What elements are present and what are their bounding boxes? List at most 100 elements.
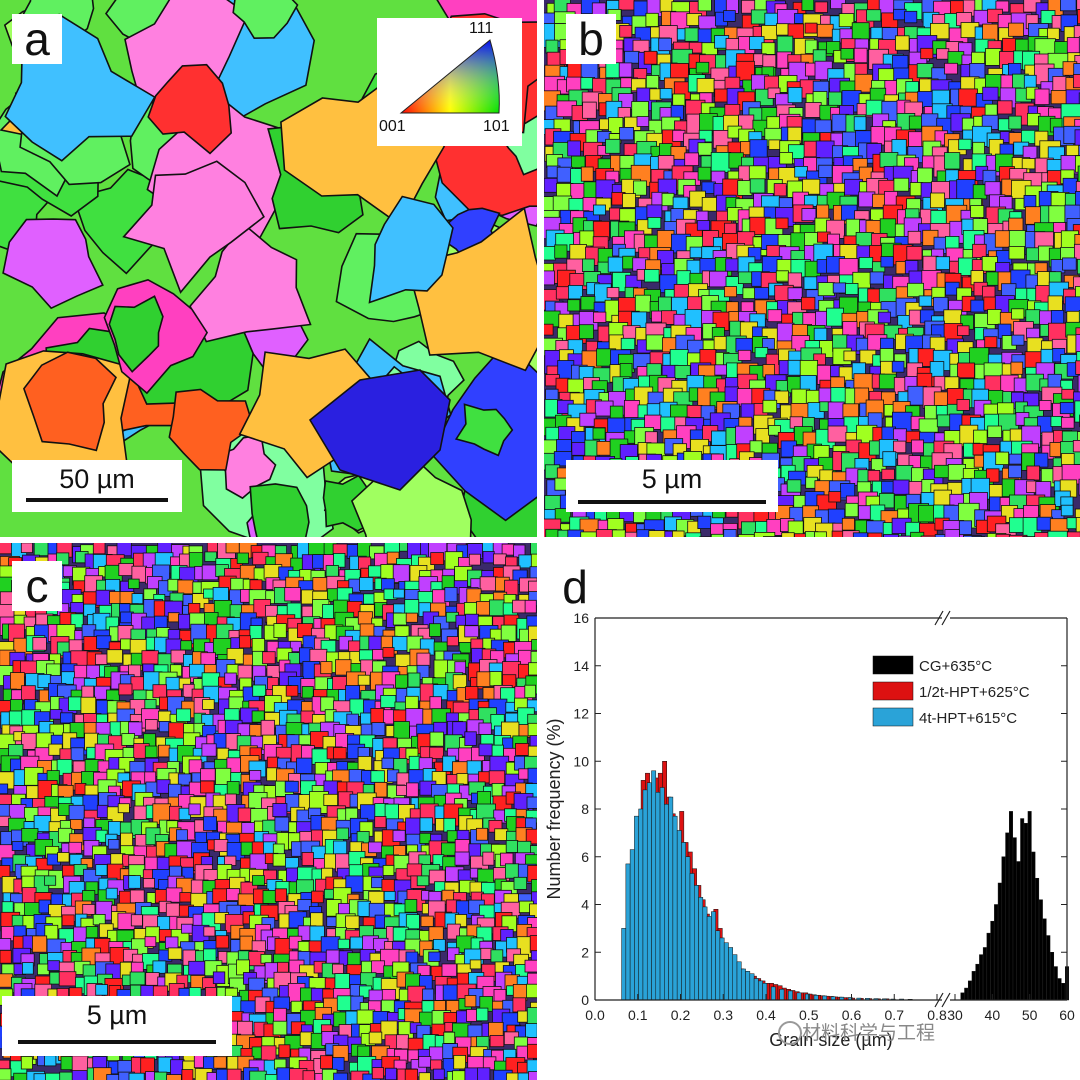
- grain-cell: [1050, 90, 1068, 105]
- grain-cell: [842, 321, 858, 337]
- grain-cell: [58, 971, 77, 987]
- scale-bar-label-a: 50 µm: [59, 464, 135, 494]
- grain-cell: [567, 284, 583, 300]
- grain-cell: [382, 864, 395, 876]
- grain-cell: [636, 116, 650, 127]
- grain-cell: [284, 587, 302, 602]
- grain-cell: [167, 947, 183, 960]
- grain-cell: [1010, 361, 1024, 375]
- grain-cell: [374, 816, 387, 829]
- grain-cell: [1078, 144, 1080, 161]
- grain-cell: [381, 988, 396, 1001]
- histogram-bar: [986, 932, 991, 1001]
- grain-cell: [672, 129, 686, 142]
- grain-cell: [818, 164, 833, 178]
- y-tick-label: 16: [573, 610, 589, 626]
- grain-cell: [491, 744, 504, 757]
- grain-cell: [906, 245, 923, 261]
- histogram-bar: [736, 961, 742, 1001]
- grain-cell: [530, 950, 537, 965]
- x-tick-label: 0.0: [585, 1007, 605, 1023]
- grain-cell: [515, 742, 530, 756]
- grain-cell: [92, 913, 106, 926]
- grain-cell: [528, 1071, 537, 1080]
- grain-cell: [945, 235, 960, 250]
- grain-cell: [570, 155, 586, 169]
- grain-cell: [0, 783, 9, 795]
- grain-region: [350, 449, 473, 537]
- grain-cell: [0, 1068, 12, 1080]
- grain-cell: [310, 912, 324, 928]
- histogram-bar: [994, 904, 999, 1001]
- grain-cell: [969, 63, 986, 79]
- grain-cell: [944, 62, 958, 75]
- histogram-bar: [1046, 935, 1051, 1001]
- grain-cell: [644, 269, 660, 283]
- grain-cell: [0, 793, 14, 807]
- grain-cell: [753, 532, 776, 537]
- grain-cell: [527, 767, 537, 785]
- grain-region: [108, 295, 164, 373]
- grain-cell: [393, 588, 405, 599]
- grain-cell: [671, 530, 685, 537]
- grain-cell: [482, 551, 495, 564]
- grain-cell: [203, 926, 216, 937]
- grain-region: [189, 223, 312, 343]
- grain-cell: [985, 271, 999, 286]
- grain-cell: [697, 515, 712, 530]
- grain-cell: [345, 915, 360, 929]
- grain-cell: [619, 24, 633, 38]
- grain-cell: [910, 531, 925, 537]
- grain-cell: [469, 959, 482, 970]
- grain-region: [368, 195, 454, 304]
- grain-cell: [956, 399, 970, 411]
- legend-label: 4t-HPT+615°C: [919, 710, 1017, 727]
- ipf-label-101: 101: [483, 118, 510, 135]
- grain-cell: [1008, 115, 1022, 130]
- grain-cell: [141, 650, 159, 665]
- grain-cell: [804, 22, 818, 34]
- grain-cell: [357, 755, 373, 771]
- grain-cell: [96, 635, 112, 650]
- grain-cell: [83, 817, 96, 829]
- grain-cell: [841, 517, 855, 531]
- grain-cell: [697, 166, 712, 181]
- grain-cell: [1050, 415, 1064, 427]
- grain-cell: [452, 674, 468, 690]
- grain-cell: [814, 1, 828, 13]
- grain-cell: [296, 757, 313, 774]
- grain-cell: [320, 696, 335, 712]
- grain-cell: [493, 988, 507, 1002]
- grain-cell: [494, 828, 509, 841]
- grain-cell: [816, 204, 830, 220]
- y-tick-label: 6: [581, 849, 589, 865]
- grain-cell: [893, 177, 910, 192]
- grain-cell: [360, 804, 377, 821]
- grain-cell: [984, 336, 998, 348]
- grain-cell: [723, 10, 736, 22]
- grain-cell: [441, 575, 455, 590]
- grain-cell: [224, 793, 237, 806]
- grain-cell: [506, 1072, 526, 1080]
- grain-cell: [467, 1024, 483, 1039]
- grain-cell: [476, 1067, 491, 1080]
- grain-cell: [1074, 400, 1080, 423]
- grain-cell: [982, 86, 999, 101]
- grain-cell: [1073, 63, 1080, 77]
- x-tick-label: 40: [985, 1007, 1001, 1023]
- grain-cell: [428, 623, 441, 637]
- grain-cell: [405, 782, 419, 798]
- ipf-label-001: 001: [379, 118, 406, 135]
- grain-cell: [236, 552, 249, 564]
- grain-region: [249, 483, 310, 537]
- grain-cell: [57, 852, 70, 863]
- grain-cell: [740, 403, 756, 420]
- grain-cell: [994, 230, 1012, 248]
- grain-cell: [1048, 205, 1066, 224]
- grain-cell: [557, 529, 578, 537]
- grain-cell: [1073, 74, 1080, 89]
- grain-cell: [804, 531, 819, 537]
- grain-cell: [936, 414, 951, 428]
- histogram-bar: [813, 994, 819, 1001]
- axis-break-mark: [941, 992, 951, 1008]
